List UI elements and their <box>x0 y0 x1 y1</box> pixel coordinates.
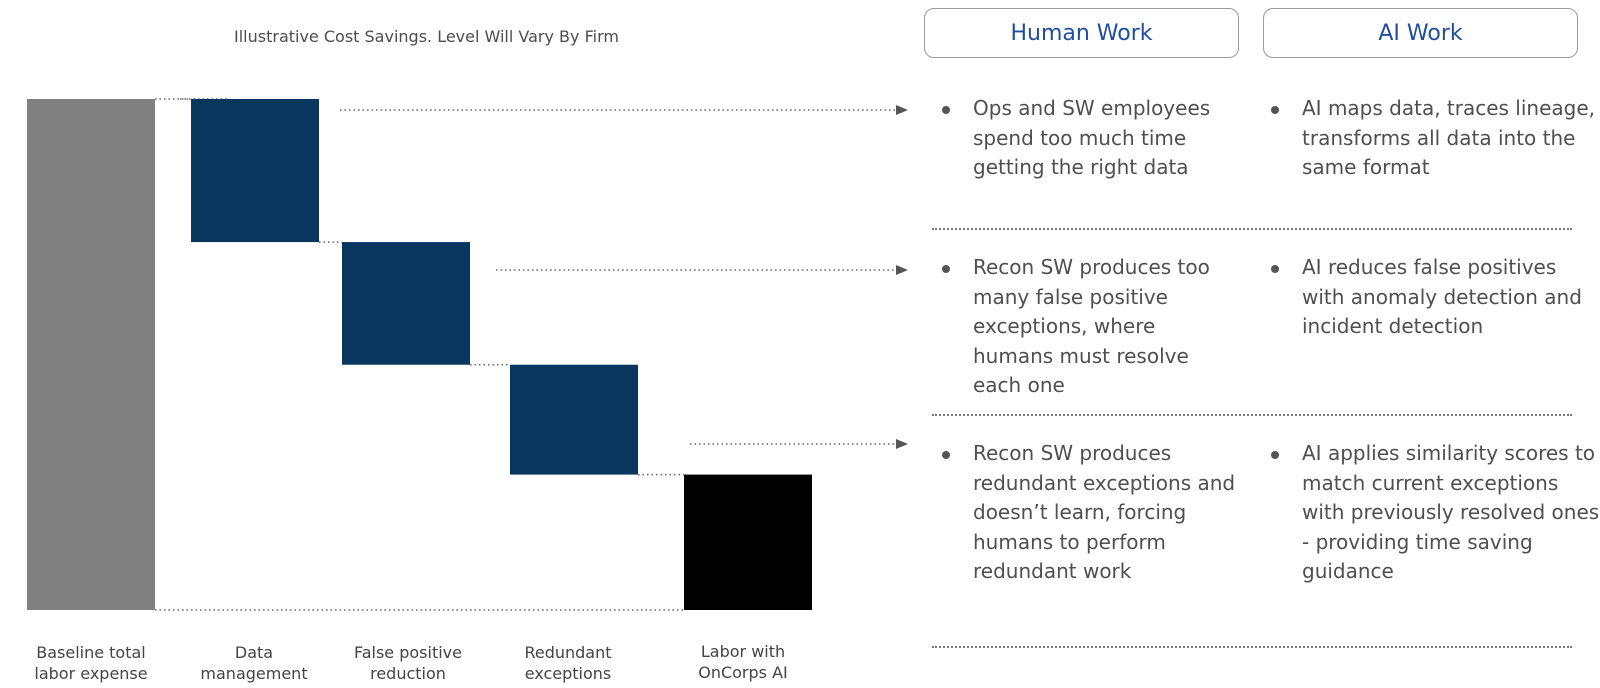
human-item-3: Recon SW produces redundant exceptions a… <box>942 439 1238 587</box>
human-item-1: Ops and SW employees spend too much time… <box>942 94 1238 183</box>
row-separator-2 <box>932 414 1572 416</box>
bullet-dot <box>942 265 950 273</box>
ai-work-header: AI Work <box>1263 8 1578 58</box>
ai-item-1-text: AI maps data, traces lineage, transforms… <box>1302 96 1596 179</box>
bar-redundant-exceptions <box>510 364 638 475</box>
bar-labor-with-ai <box>684 474 812 610</box>
chart-title: Illustrative Cost Savings. Level Will Va… <box>234 27 619 46</box>
ai-item-2-text: AI reduces false positives with anomaly … <box>1302 255 1582 338</box>
ai-item-1: AI maps data, traces lineage, transforms… <box>1271 94 1600 183</box>
bullet-dot <box>1271 451 1279 459</box>
bullet-dot <box>942 451 950 459</box>
bar-data-management <box>191 99 319 243</box>
category-label-labor-with-ai: Labor with OnCorps AI <box>698 642 788 682</box>
ai-item-2: AI reduces false positives with anomaly … <box>1271 253 1600 342</box>
bullet-dot <box>1271 265 1279 273</box>
row-separator-1 <box>932 228 1572 230</box>
category-label-baseline: Baseline total labor expense <box>34 643 148 683</box>
ai-item-3: AI applies similarity scores to match cu… <box>1271 439 1600 587</box>
bar-false-positive <box>342 242 470 365</box>
bar-baseline <box>27 99 155 610</box>
arrow-head-icon <box>896 439 908 449</box>
arrow-head-icon <box>896 265 908 275</box>
human-item-2: Recon SW produces too many false positiv… <box>942 253 1238 401</box>
ai-item-3-text: AI applies similarity scores to match cu… <box>1302 441 1600 583</box>
human-item-3-text: Recon SW produces redundant exceptions a… <box>973 441 1236 583</box>
category-label-false-positive: False positive reduction <box>353 643 462 683</box>
chart-bars <box>27 99 812 610</box>
human-item-1-text: Ops and SW employees spend too much time… <box>973 96 1211 179</box>
row-separator-3 <box>932 646 1572 648</box>
bullet-dot <box>1271 106 1279 114</box>
arrow-head-icon <box>896 105 908 115</box>
human-work-header: Human Work <box>924 8 1239 58</box>
bullet-dot <box>942 106 950 114</box>
category-label-redundant: Redundant exceptions <box>524 643 612 683</box>
category-label-data-management: Data management <box>200 643 308 683</box>
row-arrows <box>340 105 908 449</box>
human-item-2-text: Recon SW produces too many false positiv… <box>973 255 1210 397</box>
